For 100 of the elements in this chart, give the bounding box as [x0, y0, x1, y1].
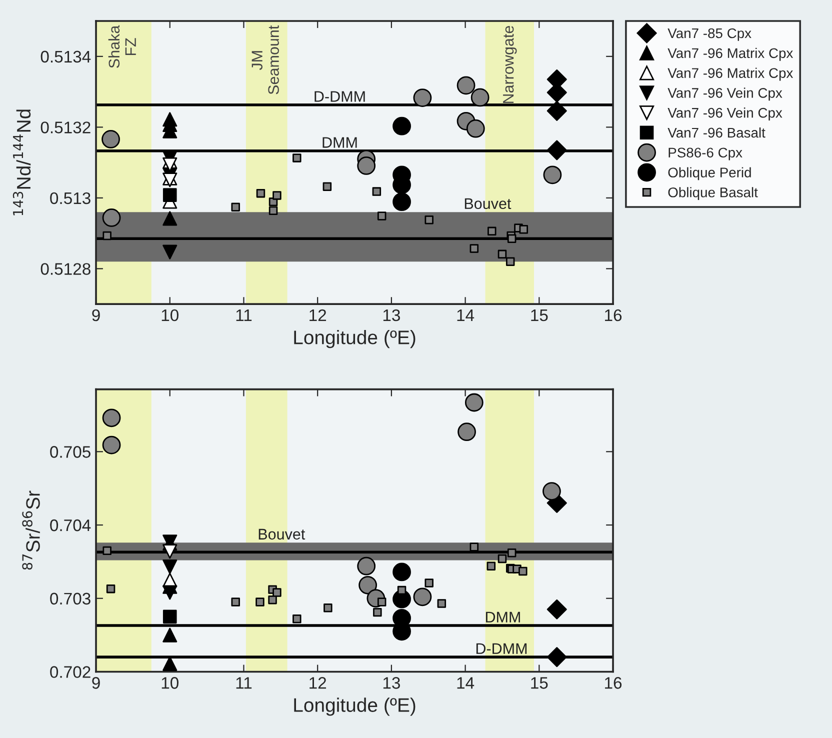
point [546, 140, 567, 160]
point [542, 482, 561, 500]
point [268, 595, 277, 604]
point [519, 225, 528, 234]
y-tick-label: 0.513 [50, 192, 90, 204]
band-label: Narrowgate [503, 26, 517, 103]
legend-label: Van7 -96 Vein Cpx [668, 108, 782, 120]
point [162, 585, 178, 600]
legend-label: Oblique Basalt [668, 187, 758, 200]
point [470, 244, 479, 253]
x-tick-label: 15 [531, 310, 548, 322]
legend-label: Van7 -96 Matrix Cpx [668, 68, 794, 81]
point [268, 206, 278, 216]
point [162, 560, 178, 574]
y-tick-label: 0.5132 [40, 122, 90, 134]
point [162, 211, 178, 226]
point [518, 566, 528, 576]
point [470, 88, 490, 107]
point [256, 188, 266, 198]
x-tick-label: 14 [457, 677, 474, 689]
y-tick-label: 0.702 [50, 666, 90, 678]
point [102, 436, 121, 454]
point [413, 88, 432, 108]
legend-label: Oblique Perid [668, 167, 751, 180]
x-tick-label: 15 [531, 677, 548, 689]
y-tick-label: 0.703 [50, 592, 90, 605]
point [543, 166, 562, 184]
y-tick-label: 0.5128 [40, 263, 90, 275]
point [506, 257, 515, 266]
point [102, 546, 112, 556]
point [162, 188, 177, 202]
point [546, 100, 567, 121]
legend-label: Van7 -96 Vein Cpx [668, 88, 782, 101]
point [424, 215, 434, 224]
x-tick-label: 9 [92, 677, 100, 689]
point [377, 212, 386, 220]
y-axis-title: $^{87}$Sr/$^{86}$Sr [22, 490, 40, 570]
point [486, 562, 496, 570]
point [456, 76, 476, 95]
point [102, 231, 112, 240]
point [102, 408, 121, 428]
x-tick-label: 11 [236, 677, 252, 689]
legend-label: Van7 -85 Cpx [668, 28, 752, 41]
legend-label: PS86-6 Cpx [668, 148, 742, 160]
point [357, 156, 376, 175]
legend-label: Van7 -96 Matrix Cpx [668, 48, 794, 61]
point [372, 187, 382, 196]
x-tick-label: 16 [605, 677, 622, 689]
annotation: DMM [486, 612, 520, 622]
x-axis-title: Longitude (ºE) [294, 330, 416, 348]
point [357, 556, 376, 576]
point [458, 422, 476, 442]
point [507, 234, 516, 243]
band-label: JM Seamount [252, 25, 279, 94]
point [470, 542, 479, 552]
annotation: D-DMM [314, 91, 365, 102]
point [102, 130, 120, 148]
point [464, 393, 484, 412]
point [392, 192, 411, 212]
point [162, 628, 178, 642]
point [106, 584, 116, 594]
point [358, 576, 378, 594]
x-axis-title: Longitude (ºE) [294, 698, 416, 716]
point [488, 226, 496, 236]
y-tick-label: 0.705 [50, 446, 90, 458]
point [498, 250, 507, 259]
x-tick-label: 12 [310, 309, 326, 321]
point [272, 191, 282, 200]
point [413, 588, 432, 606]
annotation: D-DMM [476, 643, 527, 654]
annotation: Bouvet [464, 198, 512, 210]
y-tick-label: 0.5134 [40, 50, 91, 63]
x-tick-label: 13 [383, 677, 400, 689]
point [424, 578, 434, 588]
point [272, 588, 282, 597]
point [377, 598, 386, 606]
band-label: Shaka FZ [108, 25, 136, 68]
point [292, 154, 302, 162]
x-tick-label: 10 [162, 309, 178, 322]
point [256, 598, 264, 606]
annotation: Bouvet [258, 528, 306, 540]
y-tick-label: 0.704 [50, 519, 91, 532]
point [324, 604, 332, 612]
point [392, 116, 411, 136]
x-tick-label: 14 [457, 310, 474, 321]
point [231, 202, 240, 212]
x-tick-label: 11 [236, 310, 252, 321]
point [437, 599, 446, 608]
point [162, 610, 177, 624]
point [102, 208, 121, 227]
x-tick-label: 9 [92, 309, 100, 322]
point [546, 647, 567, 668]
point [231, 598, 240, 606]
y-axis-title: $^{143}$Nd/$^{144}$Nd [12, 110, 31, 216]
annotation: DMM [322, 137, 357, 148]
point [373, 608, 382, 617]
x-tick-label: 10 [162, 677, 178, 689]
point [162, 244, 178, 260]
point [507, 548, 516, 558]
legend-label: Van7 -96 Basalt [668, 127, 766, 138]
